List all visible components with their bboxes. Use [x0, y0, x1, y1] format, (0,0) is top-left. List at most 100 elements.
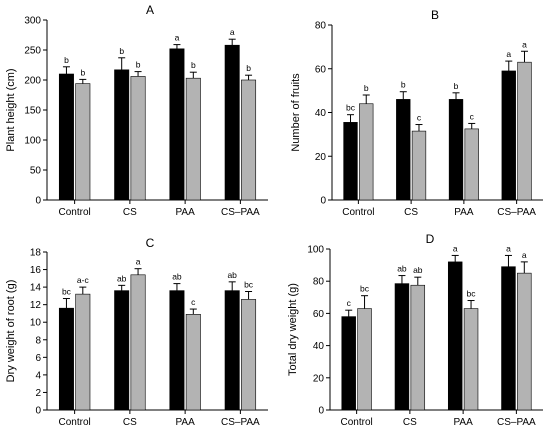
bar-black [501, 70, 516, 201]
bar-black [394, 283, 410, 411]
category-label: CS [123, 417, 137, 428]
bar-black [169, 290, 185, 411]
category-label: CS–PAA [221, 417, 260, 428]
significance-letter: c [191, 297, 196, 307]
significance-letter: c [347, 298, 352, 308]
y-tick-label: 300 [24, 16, 41, 27]
significance-letter: ab [227, 270, 237, 280]
y-tick-label: 12 [30, 300, 42, 311]
y-tick-label: 80 [315, 21, 327, 32]
significance-letter: a [522, 250, 527, 260]
panel-title: B [431, 8, 439, 22]
significance-letter: bc [346, 103, 356, 113]
bar-black [343, 122, 358, 201]
y-tick-label: 20 [313, 373, 325, 384]
category-label: CS–PAA [497, 207, 536, 218]
y-axis-label: Dry weight of root (g) [5, 280, 17, 383]
bar-black [501, 266, 516, 411]
significance-letter: bc [467, 289, 477, 299]
bar-black [114, 69, 130, 201]
significance-letter: b [136, 60, 141, 70]
y-axis-label: Total dry weight (g) [287, 283, 299, 376]
category-label: CS [403, 417, 417, 428]
significance-letter: a [506, 49, 511, 59]
panel-title: D [426, 232, 435, 246]
significance-letter: b [246, 63, 251, 73]
y-tick-label: 0 [320, 196, 326, 207]
y-tick-label: 2 [35, 388, 41, 399]
y-tick-label: 40 [315, 108, 327, 119]
y-tick-label: 4 [35, 370, 41, 381]
bar-black [58, 73, 74, 201]
significance-letter: b [80, 67, 85, 77]
bar-grey [130, 274, 146, 411]
significance-letter: a [175, 33, 180, 43]
significance-letter: c [470, 111, 475, 121]
bar-black [169, 48, 185, 201]
y-axis-label: Number of fruits [290, 73, 302, 152]
bar-grey [75, 293, 91, 411]
y-tick-label: 250 [24, 46, 41, 57]
bar-grey [75, 83, 91, 201]
y-tick-label: 40 [313, 341, 325, 352]
bar-black [224, 290, 240, 411]
significance-letter: b [64, 55, 69, 65]
category-label: CS [404, 207, 418, 218]
significance-letter: ab [172, 272, 182, 282]
significance-letter: a [506, 243, 511, 253]
bar-grey [185, 77, 201, 201]
y-tick-label: 60 [315, 64, 327, 75]
significance-letter: b [364, 83, 369, 93]
category-label: CS–PAA [497, 417, 536, 428]
significance-letter: a [453, 243, 458, 253]
significance-letter: b [119, 46, 124, 56]
significance-letter: bc [244, 280, 254, 290]
y-tick-label: 150 [24, 106, 41, 117]
significance-letter: b [401, 80, 406, 90]
bar-grey [130, 76, 146, 201]
bar-grey [241, 79, 257, 201]
y-tick-label: 20 [315, 152, 327, 163]
panel-d: 0 20 40 60 80 100 D Total dry weight (g) Control… [287, 232, 543, 428]
panel-title: C [146, 236, 155, 250]
bar-grey [517, 272, 532, 411]
bar-black [114, 290, 130, 411]
significance-letter: bc [360, 284, 370, 294]
significance-letter: a [522, 39, 527, 49]
bar-grey [359, 103, 374, 201]
bar-black [58, 307, 74, 411]
y-tick-label: 14 [30, 283, 42, 294]
significance-letter: ab [413, 265, 423, 275]
y-tick-label: 16 [30, 265, 42, 276]
bar-black [447, 261, 463, 411]
bar-grey [410, 284, 426, 411]
category-label: PAA [175, 207, 195, 218]
y-tick-label: 8 [35, 335, 41, 346]
category-label: Control [59, 417, 91, 428]
category-label: PAA [453, 417, 473, 428]
y-tick-label: 100 [24, 136, 41, 147]
y-tick-label: 60 [313, 309, 325, 320]
significance-letter: b [454, 81, 459, 91]
bar-grey [411, 130, 427, 201]
bar-grey [185, 314, 201, 411]
bar-black [341, 316, 356, 411]
significance-letter: b [191, 60, 196, 70]
panel-title: A [146, 3, 154, 17]
bar-grey [357, 308, 372, 411]
panel-a: 0 50 100 150 200 250 300 A Plant height (cm) Cont… [5, 3, 268, 218]
y-tick-label: 0 [35, 406, 41, 417]
y-tick-label: 10 [30, 318, 42, 329]
y-tick-label: 0 [318, 406, 324, 417]
y-tick-label: 6 [35, 353, 41, 364]
bar-grey [241, 299, 257, 411]
bar-grey [463, 308, 479, 411]
significance-letter: c [417, 113, 422, 123]
bar-black [448, 99, 464, 201]
bar-grey [517, 61, 532, 201]
bar-black [224, 44, 240, 201]
y-tick-label: 100 [307, 245, 324, 256]
category-label: Control [59, 207, 91, 218]
